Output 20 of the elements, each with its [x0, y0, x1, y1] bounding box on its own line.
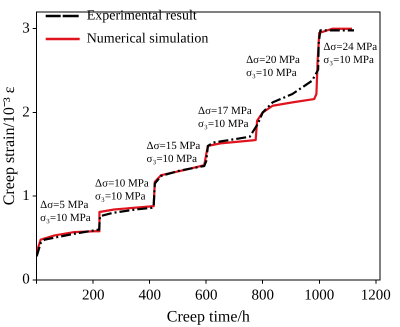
- x-tick-label: 400: [138, 288, 161, 304]
- annotation: Δσ=17 MPa σ₃=10 MPa: [198, 105, 252, 130]
- x-tick-label: 1000: [304, 288, 334, 304]
- annotation: Δσ=15 MPa σ₃=10 MPa: [146, 140, 200, 165]
- x-tick-label: 1200: [360, 288, 391, 304]
- x-tick-label: 800: [251, 288, 274, 304]
- annotation: Δσ=5 MPa σ₃=10 MPa: [40, 198, 91, 224]
- y-tick-label: 3: [22, 20, 30, 37]
- annotation: Δσ=20 MPa σ₃=10 MPa: [246, 54, 300, 80]
- annotation: Δσ=24 MPa σ₃=10 MPa: [323, 40, 378, 66]
- x-tick-label: 200: [82, 288, 104, 304]
- annotation: Δσ=10 MPa σ₃=10 MPa: [95, 177, 149, 202]
- y-tick-label: 2: [22, 104, 30, 120]
- x-tick-label: 600: [194, 288, 218, 304]
- x-axis-title: Creep time/h: [166, 308, 250, 326]
- y-tick-label: 1: [22, 188, 30, 204]
- y-axis-title: Creep strain/10⁻³ ε: [0, 86, 18, 206]
- legend-label: Numerical simulation: [86, 32, 208, 47]
- legend-label: Experimental result: [86, 8, 197, 24]
- y-tick-label: 0: [22, 272, 30, 288]
